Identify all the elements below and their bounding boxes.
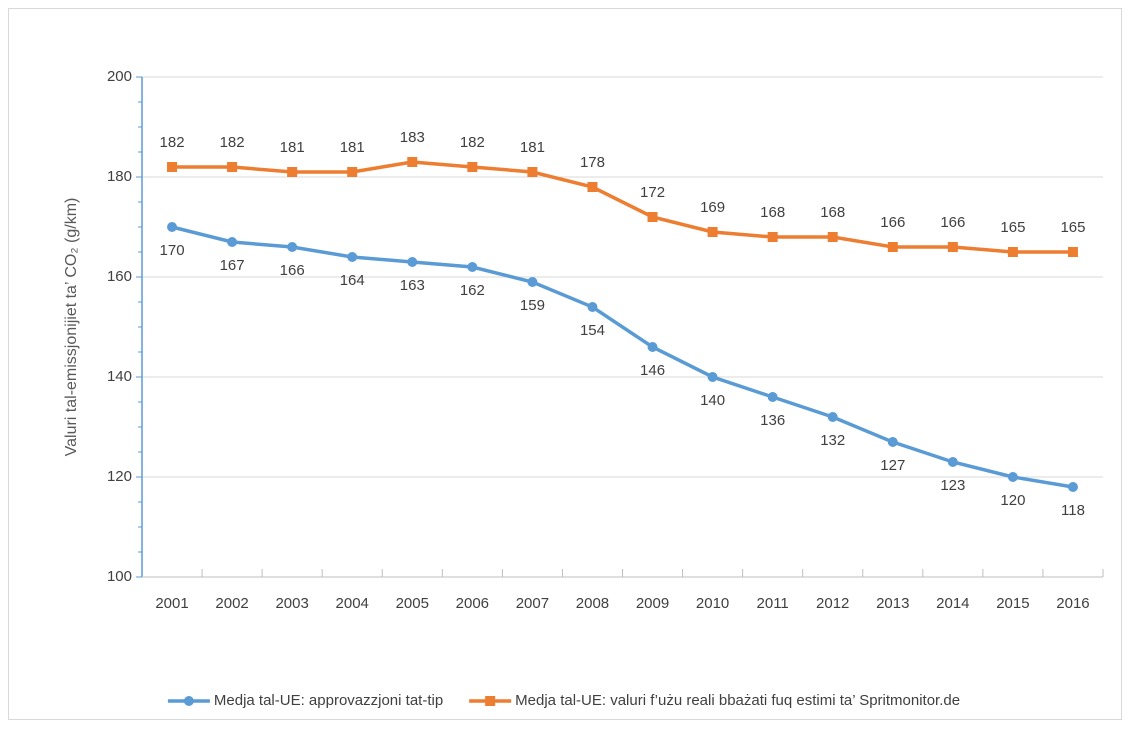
data-label: 172: [640, 184, 665, 201]
point: [947, 242, 958, 252]
point: [467, 162, 478, 172]
point: [167, 222, 178, 232]
x-tick-label: 2013: [876, 595, 909, 612]
data-label: 166: [880, 214, 905, 231]
y-tick-label: 160: [107, 268, 132, 285]
data-label: 140: [700, 392, 725, 409]
point: [887, 242, 898, 252]
x-tick-label: 2006: [456, 595, 489, 612]
point: [347, 167, 358, 177]
x-tick-label: 2008: [576, 595, 609, 612]
point: [647, 342, 658, 352]
data-label: 154: [580, 322, 605, 339]
y-tick-label: 200: [107, 68, 132, 85]
data-label: 182: [460, 134, 485, 151]
x-tick-label: 2002: [215, 595, 248, 612]
data-label: 159: [520, 297, 545, 314]
data-label: 162: [460, 282, 485, 299]
x-tick-label: 2003: [275, 595, 308, 612]
legend-marker: [183, 696, 194, 706]
data-label: 169: [700, 199, 725, 216]
point: [1007, 472, 1018, 482]
point: [227, 237, 238, 247]
x-tick-label: 2014: [936, 595, 969, 612]
point: [587, 302, 598, 312]
data-label: 123: [940, 477, 965, 494]
point: [587, 182, 598, 192]
point: [527, 167, 538, 177]
data-label: 178: [580, 154, 605, 171]
x-tick-label: 2001: [155, 595, 188, 612]
point: [407, 257, 418, 267]
data-label: 165: [1060, 219, 1085, 236]
point: [707, 372, 718, 382]
data-label: 183: [400, 129, 425, 146]
y-axis-label: Valuri tal-emissjonijiet ta’ CO₂ (g/km): [63, 198, 80, 457]
data-label: 165: [1000, 219, 1025, 236]
point: [887, 437, 898, 447]
x-tick-label: 2004: [336, 595, 369, 612]
y-tick-label: 120: [107, 468, 132, 485]
legend-label: Medja tal-UE: valuri f’użu reali bbażati…: [515, 692, 960, 709]
point: [1067, 482, 1078, 492]
data-label: 181: [520, 139, 545, 156]
point: [1007, 247, 1018, 257]
point: [947, 457, 958, 467]
point: [287, 167, 298, 177]
point: [707, 227, 718, 237]
legend-marker: [485, 696, 496, 706]
data-label: 132: [820, 432, 845, 449]
x-tick-label: 2015: [996, 595, 1029, 612]
chart-frame: [8, 8, 1122, 720]
data-label: 146: [640, 362, 665, 379]
legend-label: Medja tal-UE: approvazzjoni tat-tip: [214, 692, 443, 709]
point: [467, 262, 478, 272]
point: [827, 232, 838, 242]
point: [647, 212, 658, 222]
data-label: 136: [760, 412, 785, 429]
point: [287, 242, 298, 252]
x-tick-label: 2011: [757, 595, 789, 612]
data-label: 167: [220, 257, 245, 274]
series-line: [171, 225, 1074, 489]
series-line: [172, 160, 1073, 254]
data-label: 118: [1061, 502, 1085, 519]
data-label: 164: [340, 272, 365, 289]
x-tick-label: 2005: [396, 595, 429, 612]
x-tick-label: 2009: [636, 595, 669, 612]
x-tick-label: 2010: [696, 595, 729, 612]
data-label: 166: [280, 262, 305, 279]
point: [167, 162, 178, 172]
x-tick-label: 2007: [516, 595, 549, 612]
point: [407, 157, 418, 167]
point: [227, 162, 238, 172]
y-tick-label: 100: [107, 568, 132, 585]
x-tick-label: 2012: [816, 595, 849, 612]
point: [527, 277, 538, 287]
y-tick-label: 180: [107, 168, 132, 185]
point: [767, 232, 778, 242]
data-label: 166: [940, 214, 965, 231]
point: [347, 252, 358, 262]
data-label: 120: [1000, 492, 1025, 509]
data-label: 168: [820, 204, 845, 221]
data-label: 181: [340, 139, 365, 156]
data-label: 182: [220, 134, 245, 151]
data-label: 127: [880, 457, 905, 474]
data-label: 181: [280, 139, 305, 156]
data-label: 182: [160, 134, 185, 151]
data-label: 168: [760, 204, 785, 221]
point: [827, 412, 838, 422]
data-label: 170: [160, 242, 185, 259]
data-label: 163: [400, 277, 425, 294]
point: [1067, 247, 1078, 257]
point: [767, 392, 778, 402]
x-tick-label: 2016: [1056, 595, 1089, 612]
y-tick-label: 140: [107, 368, 132, 385]
